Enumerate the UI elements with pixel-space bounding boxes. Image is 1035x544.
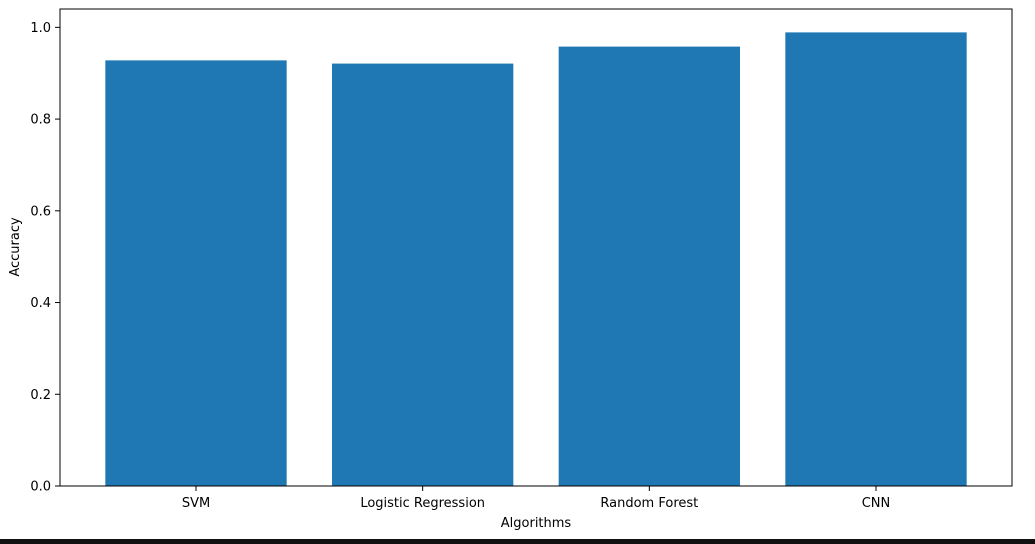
x-tick-label: Logistic Regression: [360, 496, 485, 511]
y-tick-label: 0.8: [30, 113, 51, 128]
bar-random-forest: [558, 46, 740, 486]
y-tick-label: 0.4: [30, 296, 51, 311]
y-tick-label: 0.0: [30, 480, 51, 495]
y-tick-label: 0.6: [30, 204, 51, 219]
x-tick-label: SVM: [182, 496, 210, 511]
x-tick-label: Random Forest: [600, 496, 698, 511]
y-axis-ticks: 0.0 0.2 0.4 0.6 0.8 1.0: [30, 21, 60, 495]
bar-cnn: [785, 32, 967, 486]
x-axis-label: Algorithms: [501, 516, 572, 531]
x-tick-label: CNN: [862, 496, 891, 511]
plot-frame: [59, 8, 1013, 487]
bar-logistic-regression: [332, 63, 514, 487]
window-bottom-border: [0, 539, 1035, 544]
y-tick-label: 0.2: [30, 388, 51, 403]
bars-layer: [105, 32, 967, 487]
y-tick-label: 1.0: [30, 21, 51, 36]
bar-svm: [105, 60, 287, 486]
x-axis-ticks: SVM Logistic Regression Random Forest CNN: [182, 486, 890, 511]
y-axis-label: Accuracy: [8, 217, 23, 277]
